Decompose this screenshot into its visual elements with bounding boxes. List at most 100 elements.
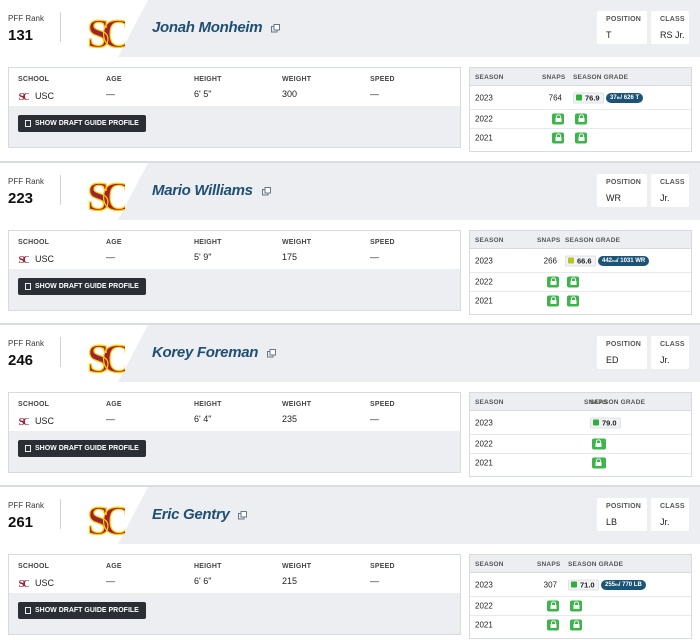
height-col: HEIGHT 6' 6" <box>194 563 222 586</box>
lock-icon[interactable] <box>547 276 559 288</box>
height-label: HEIGHT <box>194 563 222 570</box>
compare-icon[interactable] <box>238 510 248 520</box>
svg-text:SC: SC <box>87 174 125 218</box>
lock-icon[interactable] <box>570 619 582 631</box>
weight-label: WEIGHT <box>282 401 312 408</box>
speed-label: SPEED <box>370 401 395 408</box>
compare-icon[interactable] <box>261 186 271 196</box>
speed-col: SPEED — <box>370 239 395 262</box>
position-value: WR <box>606 193 621 203</box>
player-name: Eric Gentry <box>152 506 230 523</box>
lock-icon[interactable] <box>552 113 564 125</box>
draft-button-label: SHOW DRAFT GUIDE PROFILE <box>35 445 139 452</box>
season-grade-badge: 66.6 <box>565 255 596 266</box>
lock-icon[interactable] <box>570 600 582 612</box>
svg-text:SC: SC <box>18 91 29 102</box>
season-grade-header: SEASON GRADE <box>568 561 624 568</box>
show-draft-guide-button[interactable]: SHOW DRAFT GUIDE PROFILE <box>18 602 146 619</box>
compare-icon[interactable] <box>267 348 277 358</box>
lock-icon[interactable] <box>592 438 604 450</box>
grade-value: 76.9 <box>585 93 600 102</box>
lock-icon[interactable] <box>575 113 587 125</box>
position-label: POSITION <box>606 503 642 510</box>
player-name: Mario Williams <box>152 182 253 199</box>
weight-value: 300 <box>282 89 298 99</box>
lock-icon[interactable] <box>547 600 559 612</box>
grade-color-square <box>576 94 582 101</box>
player-name-link[interactable]: Eric Gentry <box>152 506 248 523</box>
stats-header: SEASON SNAPS SEASON GRADE <box>470 555 691 573</box>
stats-header: SEASON SNAPS SEASON GRADE <box>470 68 691 86</box>
speed-label: SPEED <box>370 239 395 246</box>
player-name: Korey Foreman <box>152 344 259 361</box>
speed-value: — <box>370 89 379 99</box>
lock-icon[interactable] <box>592 457 604 469</box>
lock-icon[interactable] <box>575 132 587 144</box>
rank-value: 223 <box>8 190 34 207</box>
rank-suffix: th <box>616 95 621 100</box>
height-value: 5' 9" <box>194 252 212 262</box>
player-name: Jonah Monheim <box>152 19 263 36</box>
lock-icon[interactable] <box>547 295 559 307</box>
class-box: CLASS RS Jr. <box>651 11 689 44</box>
season-header: SEASON <box>475 399 504 406</box>
snaps-header: SNAPS <box>537 561 561 568</box>
age-col: AGE — <box>106 76 122 99</box>
rank-ordinal: 37 <box>610 94 617 101</box>
rank-label: PFF Rank <box>8 339 45 348</box>
age-value: — <box>106 252 115 262</box>
weight-value: 235 <box>282 414 298 424</box>
info-row: SCHOOL SC USC AGE — HEIGHT 6' 5" <box>9 68 460 106</box>
lock-icon[interactable] <box>547 619 559 631</box>
stats-header: SEASON SNAPS SEASON GRADE <box>470 231 691 249</box>
weight-label: WEIGHT <box>282 76 312 83</box>
grade-color-square <box>571 581 577 588</box>
season-header: SEASON <box>475 237 504 244</box>
usc-sc-logo-small: SC <box>18 91 29 102</box>
player-name-link[interactable]: Korey Foreman <box>152 344 277 361</box>
weight-label: WEIGHT <box>282 239 312 246</box>
player-name-link[interactable]: Mario Williams <box>152 182 271 199</box>
player-name-link[interactable]: Jonah Monheim <box>152 19 281 36</box>
school-col: SCHOOL SC USC <box>18 239 54 265</box>
class-box: CLASS Jr. <box>651 336 689 369</box>
speed-value: — <box>370 414 379 424</box>
class-box: CLASS Jr. <box>651 498 689 531</box>
position-box: POSITION LB <box>597 498 647 531</box>
rank-value: 261 <box>8 514 34 531</box>
season-grade-header: SEASON GRADE <box>573 74 629 81</box>
lock-icon[interactable] <box>552 132 564 144</box>
age-label: AGE <box>106 76 122 83</box>
lock-icon[interactable] <box>567 295 579 307</box>
season-year: 2022 <box>475 601 493 611</box>
season-grade-header: SEASON GRADE <box>590 399 646 406</box>
age-value: — <box>106 576 115 586</box>
info-row: SCHOOL SC USC AGE — HEIGHT 6' 6" <box>9 555 460 593</box>
age-label: AGE <box>106 563 122 570</box>
svg-text:SC: SC <box>87 11 125 55</box>
weight-value: 215 <box>282 576 298 586</box>
compare-icon[interactable] <box>271 23 281 33</box>
rank-divider <box>60 337 61 367</box>
season-year: 2021 <box>475 620 493 630</box>
player-card: PFF Rank 223 SC Mario Williams POSITION … <box>0 161 700 323</box>
svg-text:SC: SC <box>87 336 125 380</box>
age-label: AGE <box>106 239 122 246</box>
show-draft-guide-button[interactable]: SHOW DRAFT GUIDE PROFILE <box>18 440 146 457</box>
class-value: RS Jr. <box>660 30 685 40</box>
draft-button-label: SHOW DRAFT GUIDE PROFILE <box>35 283 139 290</box>
rank-total: / 770 LB <box>618 581 642 588</box>
draft-button-label: SHOW DRAFT GUIDE PROFILE <box>35 607 139 614</box>
show-draft-guide-button[interactable]: SHOW DRAFT GUIDE PROFILE <box>18 278 146 295</box>
lock-icon[interactable] <box>567 276 579 288</box>
draft-button-bar: SHOW DRAFT GUIDE PROFILE <box>9 431 460 472</box>
school-col: SCHOOL SC USC <box>18 563 54 589</box>
season-year: 2022 <box>475 439 493 449</box>
usc-sc-logo: SC <box>87 10 125 55</box>
player-info-panel: SCHOOL SC USC AGE — HEIGHT 6' 4" <box>8 392 461 473</box>
show-draft-guide-button[interactable]: SHOW DRAFT GUIDE PROFILE <box>18 115 146 132</box>
position-label: POSITION <box>606 16 642 23</box>
usc-sc-logo-small: SC <box>18 416 29 427</box>
rank-value: 131 <box>8 27 34 44</box>
